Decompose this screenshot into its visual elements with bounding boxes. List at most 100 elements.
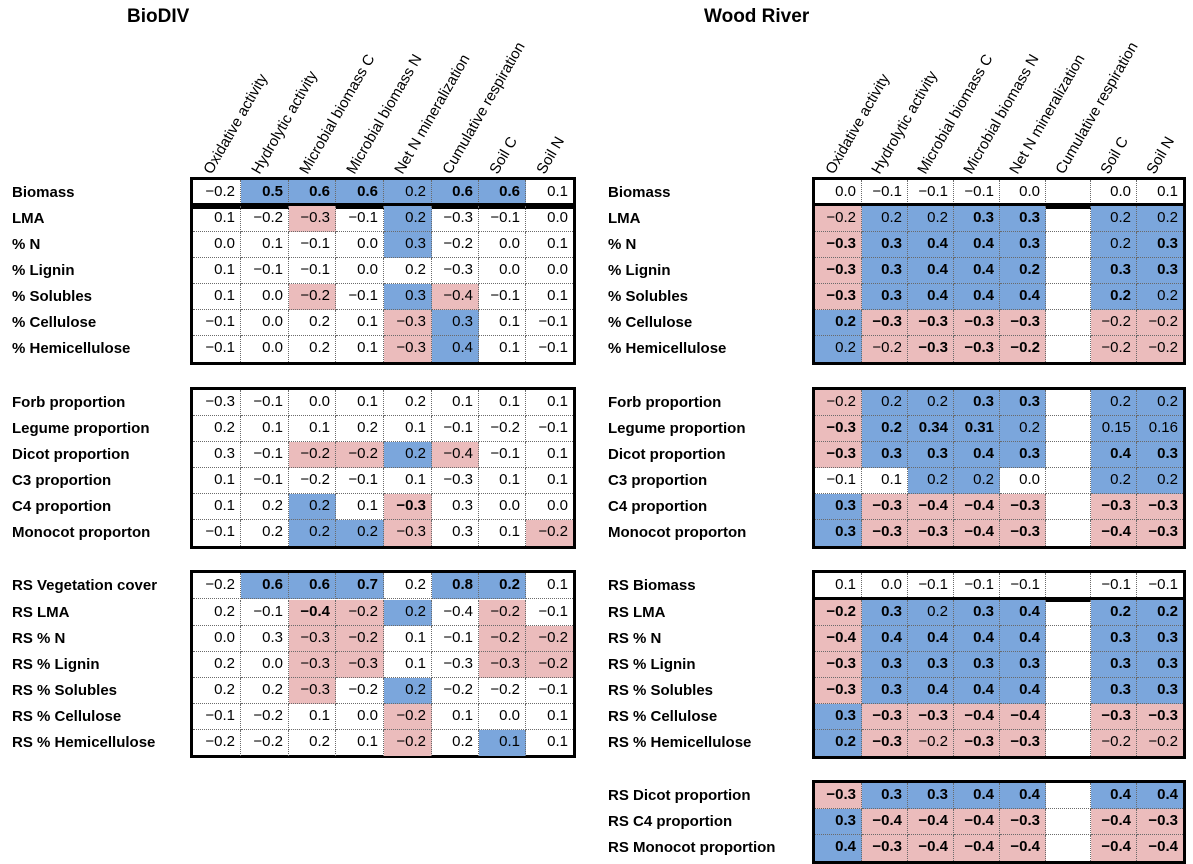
heatmap-cell: 0.3 <box>954 600 1000 626</box>
heatmap-cell: −0.2 <box>336 442 384 468</box>
heatmap-cell: 0.2 <box>1091 600 1137 626</box>
heatmap-cell: −0.3 <box>289 652 336 678</box>
heatmap-cell: 0.2 <box>289 310 336 336</box>
column-header-label: Soil N <box>532 133 568 177</box>
heatmap-cell: −0.2 <box>1137 310 1183 336</box>
heatmap-cell: −0.1 <box>538 339 568 356</box>
heatmap-cell <box>1046 783 1091 809</box>
heatmap-cell: 0.8 <box>432 573 479 599</box>
heatmap-cell: 0.2 <box>384 180 432 206</box>
row-label: RS C4 proportion <box>608 813 733 830</box>
heatmap-cell: 0.3 <box>1137 442 1183 468</box>
row-label: RS LMA <box>12 604 70 621</box>
heatmap-cell: −0.3 <box>954 336 1000 362</box>
heatmap-cell: −0.2 <box>479 678 526 704</box>
heatmap-cell: 0.2 <box>193 652 241 678</box>
heatmap-cell: 0.2 <box>1091 284 1137 310</box>
row-label: RS % Lignin <box>12 656 100 673</box>
heatmap-cell: 0.3 <box>908 442 954 468</box>
heatmap-cell: −0.2 <box>908 730 954 756</box>
heatmap-cell: −0.1 <box>479 284 526 310</box>
heatmap-cell: −0.2 <box>193 573 241 599</box>
heatmap-cell: 0.0 <box>241 284 289 310</box>
heatmap-cell: 0.1 <box>526 468 573 494</box>
row-label: Forb proportion <box>608 394 722 411</box>
heatmap-cell: 0.1 <box>336 390 384 416</box>
heatmap-cell: −0.1 <box>1000 573 1046 599</box>
heatmap-cell: 0.4 <box>908 232 954 258</box>
row-label: Forb proportion <box>12 394 126 411</box>
heatmap-cell: 0.1 <box>1157 183 1178 200</box>
heatmap-cell: 0.6 <box>479 180 526 206</box>
heatmap-cell: 0.2 <box>908 600 954 626</box>
heatmap-cell <box>1046 258 1091 284</box>
heatmap-cell: 0.2 <box>815 730 862 756</box>
heatmap-cell: 0.4 <box>908 258 954 284</box>
heatmap-cell: 0.2 <box>1137 468 1183 494</box>
row-label: % Solubles <box>608 288 689 305</box>
row-label: % Cellulose <box>12 314 97 331</box>
heatmap-cell: −0.2 <box>241 730 289 756</box>
row-label: % Cellulose <box>608 314 693 331</box>
heatmap-cell: 0.1 <box>526 704 573 730</box>
heatmap-cell: 0.2 <box>289 494 336 520</box>
heatmap-cell: −0.4 <box>1091 520 1137 546</box>
heatmap-cell: −0.1 <box>432 416 479 442</box>
heatmap-cell: −0.3 <box>384 520 432 546</box>
heatmap-cell: 0.15 <box>1091 416 1137 442</box>
heatmap-cell: −0.1 <box>336 468 384 494</box>
row-label: % Hemicellulose <box>608 340 727 357</box>
heatmap-cell: 0.2 <box>336 416 384 442</box>
heatmap-cell: 0.0 <box>526 494 573 520</box>
heatmap-cell: 0.2 <box>432 730 479 756</box>
heatmap-cell: −0.4 <box>954 835 1000 861</box>
heatmap-cell: 0.3 <box>862 783 908 809</box>
heatmap-cell: 0.1 <box>526 232 573 258</box>
heatmap-cell: 0.2 <box>815 310 862 336</box>
heatmap-cell: 0.2 <box>1137 600 1183 626</box>
heatmap-cell <box>1046 310 1091 336</box>
heatmap-cell: −0.3 <box>862 704 908 730</box>
heatmap-cell: −0.2 <box>479 600 526 626</box>
heatmap-cell: −0.3 <box>815 258 862 284</box>
heatmap-cell: −0.1 <box>241 468 289 494</box>
heatmap-cell: 0.5 <box>241 180 289 206</box>
heatmap-cell: 0.2 <box>862 416 908 442</box>
heatmap-cell: −0.3 <box>908 310 954 336</box>
heatmap-cell: −0.4 <box>954 520 1000 546</box>
heatmap-cell: 0.3 <box>384 284 432 310</box>
heatmap-cell: 0.2 <box>862 390 908 416</box>
heatmap-cell: −0.2 <box>526 652 573 678</box>
heatmap-cell: 0.1 <box>336 336 384 362</box>
heatmap-cell: 0.2 <box>1137 206 1183 232</box>
heatmap-cell: −0.1 <box>289 232 336 258</box>
heatmap-cell <box>1046 652 1091 678</box>
heatmap-cell: 0.4 <box>954 626 1000 652</box>
heatmap-cell: 0.2 <box>815 336 862 362</box>
heatmap-cell: 0.4 <box>954 442 1000 468</box>
heatmap-cell: 0.0 <box>336 258 384 284</box>
heatmap-cell: −0.3 <box>1137 809 1183 835</box>
heatmap-cell: −0.2 <box>815 390 862 416</box>
heatmap-cell: 0.2 <box>1137 390 1183 416</box>
heatmap-cell: −0.1 <box>954 573 1000 599</box>
heatmap-cell <box>1046 678 1091 704</box>
heatmap-cell: 0.3 <box>241 626 289 652</box>
heatmap-cell: 0.4 <box>908 678 954 704</box>
heatmap-cell: 0.2 <box>384 206 432 232</box>
column-header-label: Soil C <box>1097 133 1133 177</box>
heatmap-cell: −0.1 <box>193 520 241 546</box>
heatmap-cell: 0.3 <box>1091 652 1137 678</box>
row-label: LMA <box>608 210 641 227</box>
column-header-label: Soil C <box>485 133 521 177</box>
heatmap-cell: 0.3 <box>862 678 908 704</box>
heatmap-cell: −0.3 <box>815 783 862 809</box>
heatmap-cell: −0.3 <box>815 652 862 678</box>
heatmap-cell: −0.3 <box>815 284 862 310</box>
heatmap-cell: 0.4 <box>1091 442 1137 468</box>
heatmap-cell <box>1046 390 1091 416</box>
heatmap-cell: 0.3 <box>862 258 908 284</box>
heatmap-cell: 0.2 <box>193 678 241 704</box>
heatmap-cell: 0.4 <box>1091 783 1137 809</box>
heatmap-cell: 0.0 <box>1000 468 1046 494</box>
